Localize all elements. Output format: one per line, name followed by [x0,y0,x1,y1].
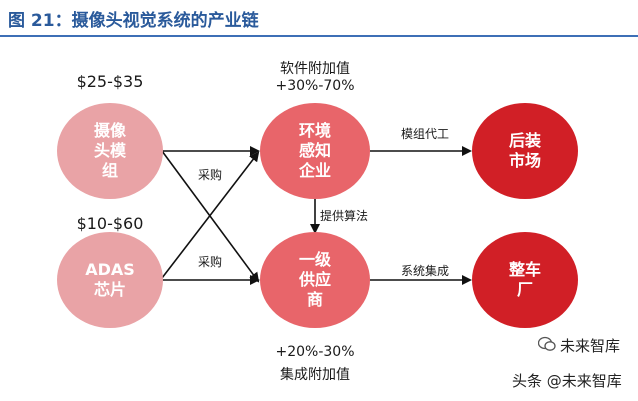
edge-label-integration: 系统集成 [400,264,449,278]
page-title: 图 21：摄像头视觉系统的产业链 [8,11,259,31]
watermark-top: 未来智库 [560,337,621,355]
price-camera-module: $25-$35 [76,72,144,91]
node-camera-module [57,103,163,199]
edge-label-purchase-top: 采购 [197,168,222,182]
node-tier1 [260,232,370,328]
edge-label-module-oem: 模组代工 [400,127,449,141]
edge-adas-to-perception [161,151,260,279]
node-aftermarket [472,103,578,199]
node-oem-label: 整车 厂 [508,260,541,299]
node-adas-chip [57,232,163,328]
node-tier1-label: 一级 供应 商 [298,250,331,309]
software-value-range: +30%-70% [275,78,355,94]
node-aftermarket-label: 后装 市场 [508,131,541,170]
integration-value-range: +20%-30% [275,344,355,360]
wechat-icon [538,336,556,351]
integration-value-title: 集成附加值 [280,367,350,383]
title-divider [0,35,638,37]
edge-label-algorithm: 提供算法 [320,209,369,223]
node-adas-chip-label: ADAS 芯片 [85,260,135,299]
price-adas-chip: $10-$60 [76,214,144,233]
node-perception-label: 环境 感知 企业 [298,121,331,180]
node-camera-module-label: 摄像 头模 组 [93,121,126,180]
node-perception [260,103,370,199]
edge-label-purchase-bottom: 采购 [197,255,222,269]
software-value-title: 软件附加值 [280,61,350,77]
node-oem [472,232,578,328]
watermark-bottom: 头条 @未来智库 [512,372,622,390]
